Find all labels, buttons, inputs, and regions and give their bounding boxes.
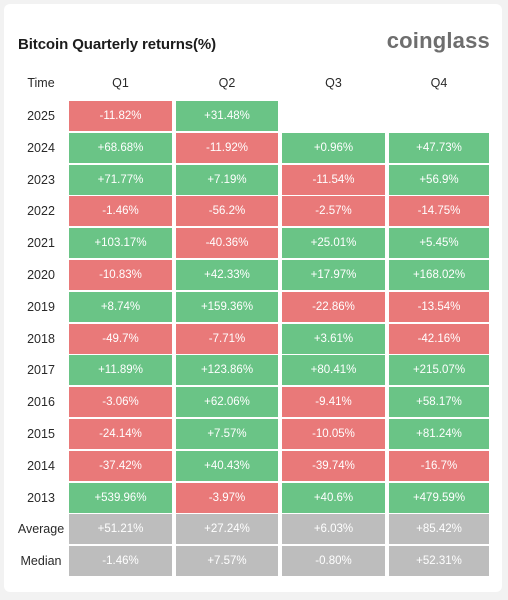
cell-median-q4: +52.31% bbox=[389, 546, 489, 577]
cell-2022-q4: -14.75% bbox=[389, 196, 489, 227]
cell-2016-q3: -9.41% bbox=[282, 387, 385, 418]
cell-2023-q2: +7.19% bbox=[176, 164, 278, 195]
cell-2024-q2: -11.92% bbox=[176, 132, 278, 163]
row-label-2022: 2022 bbox=[27, 204, 55, 219]
cell-2023-q3: -11.54% bbox=[282, 164, 385, 195]
cell-2017-q2: +123.86% bbox=[176, 355, 278, 386]
row-label-2025: 2025 bbox=[27, 109, 55, 123]
cell-2024-q3: +0.96% bbox=[282, 132, 385, 163]
row-label-2020: 2020 bbox=[27, 268, 55, 282]
cell-2019-q3: -22.86% bbox=[282, 291, 385, 322]
chart-title: Bitcoin Quarterly returns(%) bbox=[18, 36, 217, 53]
row-label-average: Average bbox=[17, 522, 65, 537]
cell-median-q3: -0.80% bbox=[282, 546, 385, 577]
header-time: Time bbox=[27, 76, 55, 90]
cell-2019-q4: -13.54% bbox=[389, 291, 489, 322]
row-label-2023: 2023 bbox=[27, 172, 55, 187]
cell-2018-q1: -49.7% bbox=[69, 323, 172, 354]
cell-2020-q1: -10.83% bbox=[69, 260, 172, 290]
cell-2021-q2: -40.36% bbox=[176, 228, 278, 259]
cell-2013-q2: -3.97% bbox=[176, 482, 278, 513]
row-label-2024: 2024 bbox=[27, 140, 55, 155]
cell-2022-q2: -56.2% bbox=[176, 196, 278, 227]
row-label-median: Median bbox=[20, 554, 62, 569]
cell-2023-q1: +71.77% bbox=[69, 164, 172, 195]
cell-2016-q4: +58.17% bbox=[389, 387, 489, 418]
row-label-2014: 2014 bbox=[27, 458, 55, 473]
cell-2020-q3: +17.97% bbox=[282, 260, 385, 290]
cell-2021-q1: +103.17% bbox=[69, 228, 172, 259]
row-label-2017: 2017 bbox=[27, 363, 55, 378]
cell-2022-q3: -2.57% bbox=[282, 196, 385, 227]
header-q4: Q4 bbox=[430, 76, 448, 90]
cell-2015-q4: +81.24% bbox=[389, 419, 489, 449]
cell-2017-q4: +215.07% bbox=[389, 355, 489, 386]
header-q3: Q3 bbox=[325, 76, 342, 90]
cell-2018-q3: +3.61% bbox=[282, 323, 385, 354]
row-label-2013: 2013 bbox=[27, 490, 55, 505]
cell-2024-q1: +68.68% bbox=[69, 132, 172, 163]
cell-average-q1: +51.21% bbox=[69, 514, 172, 545]
cell-2017-q3: +80.41% bbox=[282, 355, 385, 386]
row-label-2019: 2019 bbox=[27, 299, 55, 314]
cell-2020-q2: +42.33% bbox=[176, 260, 278, 290]
cell-2014-q3: -39.74% bbox=[282, 450, 385, 481]
cell-2023-q4: +56.9% bbox=[389, 164, 489, 195]
cell-2025-q2: +31.48% bbox=[176, 101, 278, 131]
cell-2014-q2: +40.43% bbox=[176, 450, 278, 481]
cell-2020-q4: +168.02% bbox=[389, 260, 489, 290]
cell-2013-q3: +40.6% bbox=[282, 482, 385, 513]
cell-2013-q1: +539.96% bbox=[69, 482, 172, 513]
cell-2013-q4: +479.59% bbox=[389, 482, 489, 513]
row-label-2018: 2018 bbox=[27, 331, 55, 346]
cell-2017-q1: +11.89% bbox=[69, 355, 172, 386]
cell-2021-q3: +25.01% bbox=[282, 228, 385, 259]
cell-median-q1: -1.46% bbox=[69, 546, 172, 577]
row-label-2021: 2021 bbox=[27, 236, 55, 251]
cell-average-q3: +6.03% bbox=[282, 514, 385, 545]
cell-2015-q2: +7.57% bbox=[176, 419, 278, 449]
header-q1: Q1 bbox=[112, 76, 129, 90]
cell-2019-q1: +8.74% bbox=[69, 291, 172, 322]
coinglass-logo: coinglass bbox=[386, 28, 490, 53]
cell-2015-q3: -10.05% bbox=[282, 419, 385, 449]
cell-average-q2: +27.24% bbox=[176, 514, 278, 545]
cell-2021-q4: +5.45% bbox=[389, 228, 489, 259]
cell-2014-q1: -37.42% bbox=[69, 450, 172, 481]
cell-2016-q1: -3.06% bbox=[69, 387, 172, 418]
cell-2024-q4: +47.73% bbox=[389, 132, 489, 163]
cell-2016-q2: +62.06% bbox=[176, 387, 278, 418]
header-q2: Q2 bbox=[218, 76, 236, 90]
cell-average-q4: +85.42% bbox=[389, 514, 489, 545]
row-label-2016: 2016 bbox=[27, 395, 55, 410]
cell-2018-q4: -42.16% bbox=[389, 323, 489, 354]
cell-2018-q2: -7.71% bbox=[176, 323, 278, 354]
cell-2015-q1: -24.14% bbox=[69, 419, 172, 449]
cell-2022-q1: -1.46% bbox=[69, 196, 172, 227]
cell-median-q2: +7.57% bbox=[176, 546, 278, 577]
cell-2019-q2: +159.36% bbox=[176, 291, 278, 322]
cell-2014-q4: -16.7% bbox=[389, 450, 489, 481]
row-label-2015: 2015 bbox=[27, 427, 55, 441]
cell-2025-q1: -11.82% bbox=[69, 101, 172, 131]
